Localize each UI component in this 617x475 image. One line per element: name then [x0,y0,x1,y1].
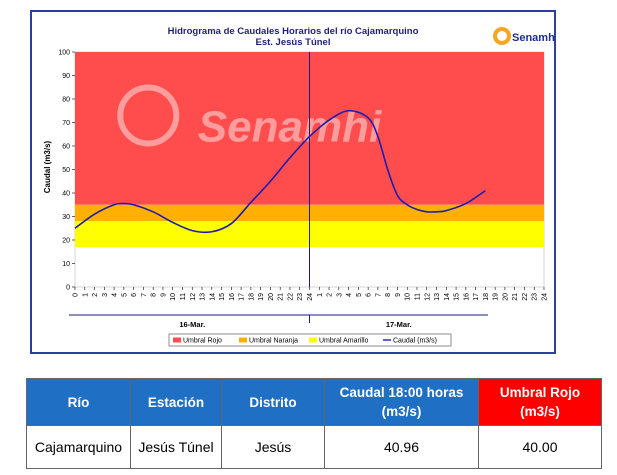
x-tick-label-7: 7 [141,293,148,297]
x-tick-label-2: 2 [92,293,99,297]
x-tick-label-18: 18 [248,293,255,301]
legend-label-2: Umbral Naranja [249,338,298,345]
x-tick-label-41: 17 [473,293,480,301]
y-tick-label-7: 70 [62,120,70,127]
x-tick-label-34: 10 [405,293,412,301]
x-tick-label-42: 18 [483,293,490,301]
x-tick-label-15: 15 [219,293,226,301]
flow-table: Río Estación Distrito Caudal 18:00 horas… [26,378,602,469]
watermark-text: Senamhi [198,102,382,151]
y-tick-label-6: 60 [62,144,70,151]
logo-text: Senamhi [512,32,554,44]
x-tick-label-24: 24 [307,293,314,301]
legend-label-3: Umbral Amarillo [319,338,369,345]
x-tick-label-21: 21 [278,293,285,301]
x-tick-label-37: 13 [434,293,441,301]
cell-estacion: Jesús Túnel [130,425,222,469]
x-tick-label-4: 4 [112,293,119,297]
cell-distrito: Jesús [221,425,325,469]
y-tick-label-4: 40 [62,191,70,198]
x-tick-label-30: 6 [366,293,373,297]
y-tick-label-3: 30 [62,214,70,221]
x-tick-label-3: 3 [102,293,109,297]
x-tick-label-27: 3 [336,293,343,297]
day-label-1: 16-Mar. [179,320,205,329]
series-line-caudal [74,109,486,234]
x-tick-label-26: 2 [327,293,334,297]
y-tick-label-5: 50 [62,167,70,174]
x-tick-label-40: 16 [463,293,470,301]
x-tick-label-8: 8 [151,293,158,297]
x-tick-label-17: 17 [239,293,246,301]
x-tick-label-12: 12 [190,293,197,301]
y-tick-label-2: 20 [62,238,70,245]
x-tick-label-32: 8 [385,293,392,297]
x-tick-label-36: 12 [424,293,431,301]
header-distrito: Distrito [221,378,325,426]
x-tick-label-43: 19 [493,293,500,301]
x-tick-label-11: 11 [180,293,187,300]
x-tick-label-20: 20 [268,293,275,301]
logo-sun-core-icon [497,31,507,41]
cell-caudal: 40.96 [324,425,479,469]
x-tick-label-19: 19 [258,293,265,301]
x-tick-label-22: 22 [287,293,294,301]
x-tick-label-39: 15 [454,293,461,301]
y-tick-label-10: 100 [58,50,70,57]
legend-swatch-2 [239,337,247,343]
y-axis-label: Caudal (m3/s) [43,140,52,193]
y-tick-label-1: 10 [62,261,70,268]
y-tick-label-8: 80 [62,97,70,104]
x-tick-label-33: 9 [395,293,402,297]
hydrograph-chart: Hidrograma de Caudales Horarios del río … [30,10,556,354]
x-tick-label-28: 4 [346,293,353,297]
x-tick-label-25: 1 [317,293,324,297]
x-tick-label-10: 10 [170,293,177,301]
x-tick-label-35: 11 [414,293,421,300]
cell-rio: Cajamarquino [26,425,131,469]
header-umbral-rojo: Umbral Rojo (m3/s) [478,378,602,426]
x-tick-label-38: 14 [444,293,451,301]
x-tick-label-14: 14 [209,293,216,301]
y-tick-label-9: 90 [62,73,70,80]
hydrograph-svg: Hidrograma de Caudales Horarios del río … [43,26,554,347]
x-tick-label-1: 1 [82,293,89,297]
header-caudal: Caudal 18:00 horas (m3/s) [324,378,479,426]
x-tick-label-16: 16 [229,293,236,301]
x-tick-label-44: 20 [502,293,509,301]
x-tick-label-13: 13 [200,293,207,301]
day-label-2: 17-Mar. [386,320,412,329]
x-tick-label-45: 21 [512,293,519,301]
cell-umbral-rojo: 40.00 [478,425,602,469]
header-estacion: Estación [130,378,222,426]
x-tick-label-29: 5 [356,293,363,297]
chart-title: Hidrograma de Caudales Horarios del río … [168,26,419,37]
chart-subtitle: Est. Jesús Túnel [256,37,331,48]
senamhi-logo: Senamhi [493,27,554,45]
x-tick-label-5: 5 [121,293,128,297]
watermark-sun-icon [117,84,180,147]
x-tick-label-46: 22 [522,293,529,301]
legend-swatch-1 [173,337,181,343]
legend-swatch-3 [309,337,317,343]
x-tick-label-47: 23 [532,293,539,301]
x-tick-label-48: 24 [542,293,549,301]
x-tick-label-31: 7 [375,293,382,297]
x-tick-label-9: 9 [160,293,167,297]
legend-label-4: Caudal (m3/s) [393,338,437,345]
x-tick-label-0: 0 [73,293,80,297]
table-header-row: Río Estación Distrito Caudal 18:00 horas… [26,378,602,426]
legend-label-1: Umbral Rojo [183,338,222,345]
x-tick-label-6: 6 [131,293,138,297]
x-tick-label-23: 23 [297,293,304,301]
table-row: Cajamarquino Jesús Túnel Jesús 40.96 40.… [26,425,602,469]
y-tick-label-0: 0 [66,285,70,292]
header-rio: Río [26,378,131,426]
